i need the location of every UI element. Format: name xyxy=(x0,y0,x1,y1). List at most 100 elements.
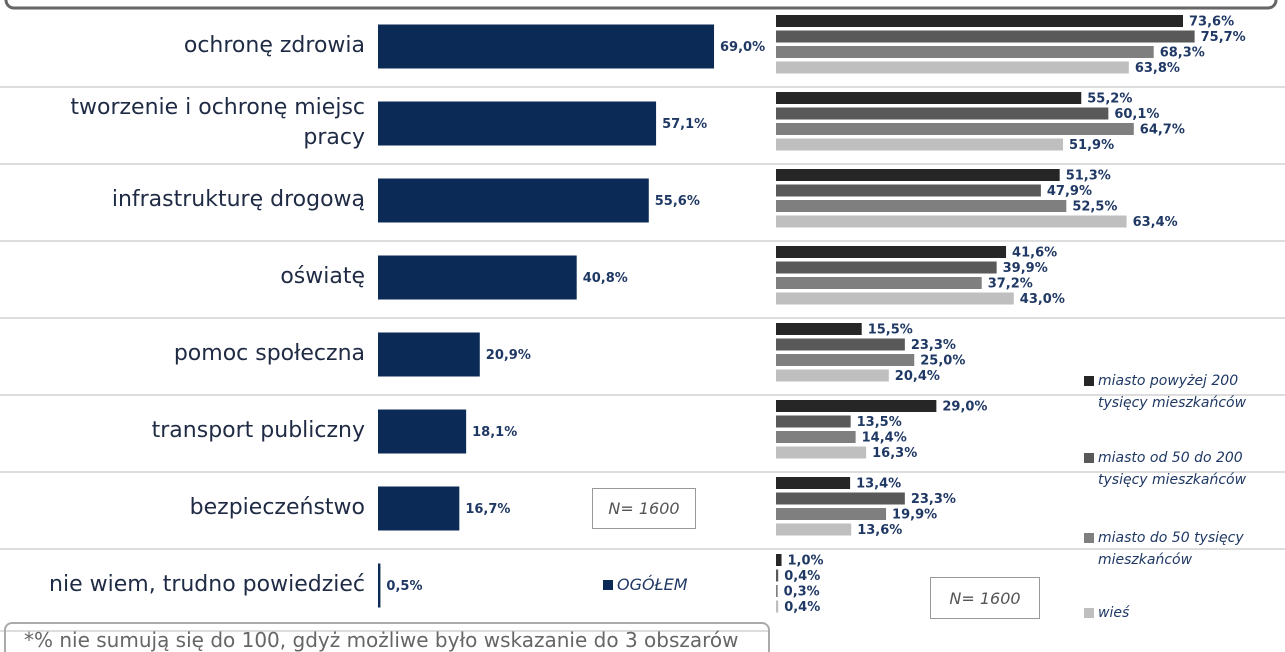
bar xyxy=(776,569,779,582)
bar xyxy=(776,92,1082,104)
bar xyxy=(776,492,905,505)
bar xyxy=(776,246,1007,258)
bar xyxy=(378,409,467,454)
value-label: 43,0% xyxy=(1020,292,1065,307)
legend-swatch xyxy=(603,580,613,590)
bar xyxy=(776,292,1014,305)
bar xyxy=(378,563,381,608)
value-label: 18,1% xyxy=(472,425,517,440)
value-label: 75,7% xyxy=(1201,30,1246,45)
bar xyxy=(776,508,887,520)
value-label: 41,6% xyxy=(1012,246,1057,261)
value-label: 40,8% xyxy=(583,271,628,286)
bar xyxy=(776,323,862,335)
value-label: 0,4% xyxy=(784,600,820,615)
value-label: 16,7% xyxy=(465,502,510,517)
bar xyxy=(378,101,657,146)
value-label: 39,9% xyxy=(1003,261,1048,276)
bar xyxy=(776,30,1195,43)
category-label: nie wiem, trudno powiedzieć xyxy=(49,571,365,597)
value-label: 0,4% xyxy=(784,569,820,584)
value-label: 0,3% xyxy=(784,585,820,600)
value-label: 51,3% xyxy=(1066,169,1111,184)
category-label: oświatę xyxy=(280,263,365,289)
bar xyxy=(776,400,937,412)
bar xyxy=(776,123,1134,135)
bar xyxy=(776,600,779,613)
bar xyxy=(378,178,649,223)
bar xyxy=(776,261,997,274)
category-label: transport publiczny xyxy=(151,417,365,443)
legend-swatch xyxy=(1084,376,1094,386)
value-label: 55,6% xyxy=(655,194,700,209)
bar xyxy=(776,184,1041,197)
value-label: 20,9% xyxy=(486,348,531,363)
value-label: 73,6% xyxy=(1189,15,1234,30)
value-label: 25,0% xyxy=(920,354,965,369)
legend-label: OGÓŁEM xyxy=(617,575,688,594)
bar xyxy=(776,477,851,489)
value-label: 16,3% xyxy=(872,446,917,461)
value-label: 57,1% xyxy=(662,117,707,132)
value-label: 55,2% xyxy=(1087,92,1132,107)
category-label: tworzenie i ochronę miejsc pracy xyxy=(70,94,365,150)
value-label: 63,4% xyxy=(1133,215,1178,230)
value-label: 29,0% xyxy=(942,400,987,415)
legend-swatch xyxy=(1084,533,1094,543)
value-label: 1,0% xyxy=(788,554,824,569)
bar xyxy=(776,15,1184,27)
bar xyxy=(776,415,851,428)
footnote: *% nie sumują się do 100, gdyż możliwe b… xyxy=(4,622,770,652)
value-label: 63,8% xyxy=(1135,61,1180,76)
legend-label: miasto od 50 do 200 tysięcy mieszkańców xyxy=(1098,450,1247,488)
value-label: 15,5% xyxy=(868,323,913,338)
n-annotation: N= 1600 xyxy=(592,488,696,529)
legend-swatch xyxy=(1084,453,1094,463)
value-label: 20,4% xyxy=(895,369,940,384)
bar xyxy=(776,200,1067,212)
value-label: 64,7% xyxy=(1140,123,1185,138)
legend-swatch xyxy=(1084,608,1094,618)
value-label: 13,5% xyxy=(857,415,902,430)
bar xyxy=(776,46,1154,58)
bar xyxy=(776,523,852,536)
category-label: pomoc społeczna xyxy=(173,340,365,366)
value-label: 60,1% xyxy=(1114,107,1159,122)
category-label: infrastrukturę drogową xyxy=(111,186,365,212)
bar xyxy=(776,431,856,443)
n-annotation: N= 1600 xyxy=(930,577,1040,619)
value-label: 14,4% xyxy=(862,431,907,446)
value-label: 47,9% xyxy=(1047,184,1092,199)
bar xyxy=(776,169,1060,181)
bar xyxy=(776,554,782,566)
legend-label: miasto do 50 tysięcy mieszkańców xyxy=(1098,530,1244,568)
bar xyxy=(378,255,577,300)
value-label: 23,3% xyxy=(911,338,956,353)
value-label: 51,9% xyxy=(1069,138,1114,153)
value-label: 0,5% xyxy=(386,579,422,594)
category-label: ochronę zdrowia xyxy=(183,32,365,58)
value-label: 37,2% xyxy=(988,277,1033,292)
value-label: 19,9% xyxy=(892,508,937,523)
bar xyxy=(776,107,1109,120)
value-label: 13,4% xyxy=(856,477,901,492)
bar xyxy=(776,354,915,366)
value-label: 68,3% xyxy=(1160,46,1205,61)
value-label: 13,6% xyxy=(857,523,902,538)
bar xyxy=(776,277,982,289)
bar xyxy=(776,446,867,459)
bar xyxy=(378,332,480,377)
legend-label: wieś xyxy=(1098,605,1130,621)
bar xyxy=(776,585,778,597)
value-label: 52,5% xyxy=(1072,200,1117,215)
legend-label: miasto powyżej 200 tysięcy mieszkańców xyxy=(1098,373,1247,411)
bar xyxy=(378,486,460,531)
value-label: 23,3% xyxy=(911,492,956,507)
value-label: 69,0% xyxy=(720,40,765,55)
bar xyxy=(776,338,905,351)
category-label: bezpieczeństwo xyxy=(189,494,365,520)
header-frame xyxy=(4,0,1278,10)
bar xyxy=(776,215,1127,228)
